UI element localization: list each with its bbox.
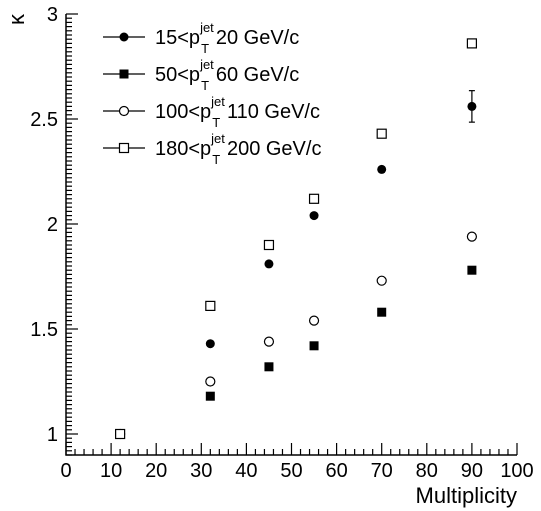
y-tick-label: 2: [47, 214, 58, 236]
legend-marker: [119, 32, 129, 42]
data-point: [205, 339, 215, 349]
data-point: [309, 341, 319, 351]
x-tick-label: 70: [371, 460, 393, 482]
data-point: [467, 265, 477, 275]
legend-label: 50<pjet T 60 GeV/c: [155, 57, 299, 93]
data-points: [115, 38, 477, 440]
data-point: [309, 211, 319, 221]
x-tick-label: 50: [280, 460, 302, 482]
data-point: [308, 315, 320, 326]
series-4: [115, 38, 477, 440]
y-tick-label: 2.5: [30, 109, 58, 131]
axis-tick-labels: 0 10 20 30 40 50 60 70 80 90 100 1 1.5 2 2.5 3: [30, 4, 534, 482]
data-point: [264, 259, 274, 269]
legend-marker: [118, 105, 130, 117]
x-tick-label: 100: [500, 460, 533, 482]
legend-label: 180<pjet T 200 GeV/c: [155, 131, 321, 167]
x-tick-label: 90: [461, 460, 483, 482]
data-point: [467, 101, 477, 111]
data-point: [263, 239, 275, 251]
x-tick-label: 80: [416, 460, 438, 482]
legend-marker: [119, 69, 129, 79]
series-2: [115, 265, 477, 439]
x-tick-label: 40: [235, 460, 257, 482]
data-point: [466, 231, 477, 242]
data-point: [115, 428, 126, 440]
series-3: [115, 231, 477, 440]
data-point: [308, 193, 320, 204]
data-point: [264, 362, 274, 372]
axis-ticks: [65, 13, 518, 456]
data-point: [205, 376, 216, 387]
data-point: [205, 300, 216, 311]
data-point: [205, 391, 215, 401]
y-axis-title: κ: [4, 13, 29, 25]
data-point: [377, 164, 387, 174]
legend-label: 100<pjet T 110 GeV/c: [155, 94, 320, 130]
legend: 15<pjet T 20 GeV/c50<pjet T 60 GeV/c100<pjet…: [103, 20, 321, 167]
x-tick-label: 0: [60, 460, 71, 482]
series-1: [115, 90, 477, 439]
y-tick-label: 1: [47, 424, 58, 446]
x-tick-label: 20: [145, 460, 167, 482]
x-tick-label: 10: [100, 460, 122, 482]
data-point: [376, 128, 387, 139]
data-point: [376, 275, 387, 286]
legend-item: 100<pjet T 110 GeV/c: [103, 94, 320, 130]
legend-item: 50<pjet T 60 GeV/c: [103, 57, 299, 93]
data-point: [263, 336, 275, 347]
legend-item: 15<pjet T 20 GeV/c: [103, 20, 299, 56]
y-tick-label: 1.5: [30, 319, 58, 341]
x-tick-label: 30: [190, 460, 212, 482]
legend-label: 15<pjet T 20 GeV/c: [155, 20, 299, 56]
data-point: [466, 38, 477, 49]
y-tick-label: 3: [47, 4, 58, 26]
legend-item: 180<pjet T 200 GeV/c: [103, 131, 321, 167]
legend-marker: [118, 142, 130, 154]
x-axis-title: Multiplicity: [416, 483, 517, 508]
x-tick-label: 60: [325, 460, 347, 482]
data-point: [377, 307, 387, 317]
